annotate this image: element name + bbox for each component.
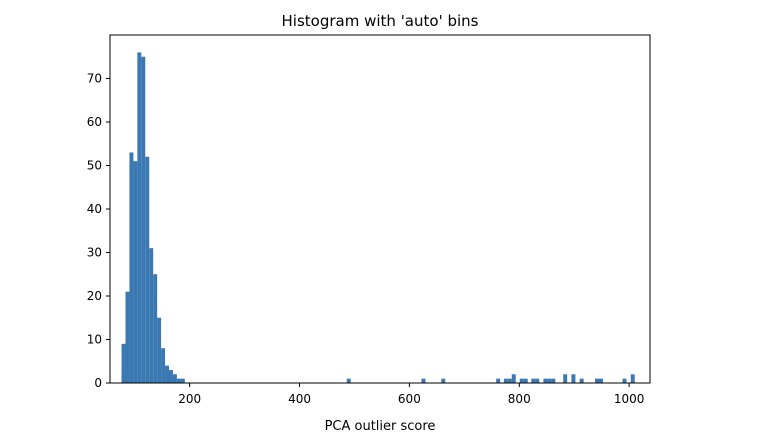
- histogram-bar: [149, 248, 154, 383]
- x-tick-label: 600: [398, 392, 421, 406]
- x-tick-label: 400: [288, 392, 311, 406]
- histogram-bar: [165, 365, 169, 383]
- histogram-bar: [630, 374, 635, 383]
- histogram-bar: [180, 378, 185, 383]
- histogram-bar: [176, 378, 181, 383]
- y-tick-label: 20: [87, 289, 102, 303]
- histogram-bar: [172, 374, 177, 383]
- histogram-bar: [595, 378, 600, 383]
- histogram-bar: [563, 374, 568, 383]
- x-axis-title: PCA outlier score: [325, 419, 436, 434]
- histogram-bar: [531, 378, 536, 383]
- histogram-bar: [169, 369, 173, 383]
- histogram-bar: [523, 378, 528, 383]
- histogram-bar: [599, 378, 603, 383]
- histogram-bars: [121, 52, 635, 384]
- y-tick-label: 50: [87, 159, 102, 173]
- histogram-bar: [346, 378, 351, 383]
- histogram-bar: [571, 374, 576, 383]
- y-tick-label: 70: [87, 72, 102, 86]
- histogram-bar: [511, 374, 516, 383]
- y-tick-label: 10: [87, 333, 102, 347]
- histogram-bar: [157, 317, 162, 383]
- y-tick-label: 0: [94, 376, 102, 390]
- chart-title: Histogram with 'auto' bins: [282, 12, 479, 30]
- histogram-bar: [125, 291, 130, 383]
- y-axis-ticks: 0 10 20 30 40 50 60 70: [87, 72, 110, 390]
- y-tick-label: 40: [87, 202, 102, 216]
- x-tick-label: 200: [178, 392, 201, 406]
- histogram-bar: [153, 274, 158, 383]
- histogram-bar: [503, 378, 508, 383]
- histogram-bar: [145, 156, 150, 383]
- histogram-bar: [121, 343, 126, 383]
- histogram-bar: [161, 348, 166, 383]
- histogram-bar: [519, 378, 524, 383]
- histogram-bar: [543, 378, 548, 383]
- histogram-bar: [551, 378, 556, 383]
- histogram-bar: [579, 378, 584, 383]
- plot-frame: [109, 34, 651, 384]
- y-tick-label: 30: [87, 246, 102, 260]
- histogram-bar: [129, 152, 134, 383]
- histogram-bar: [441, 378, 446, 383]
- histogram-bar: [133, 161, 138, 383]
- histogram-bar: [547, 378, 552, 383]
- histogram-bar: [535, 378, 540, 383]
- histogram-bar: [507, 378, 512, 383]
- x-tick-label: 1000: [614, 392, 645, 406]
- histogram-bar: [137, 52, 142, 384]
- x-axis-ticks: 200 400 600 800 1000: [178, 383, 644, 406]
- histogram-bar: [622, 378, 627, 383]
- x-tick-label: 800: [508, 392, 531, 406]
- y-tick-label: 60: [87, 115, 102, 129]
- histogram-bar: [421, 378, 426, 383]
- histogram-bar: [141, 56, 146, 383]
- histogram-bar: [496, 378, 501, 383]
